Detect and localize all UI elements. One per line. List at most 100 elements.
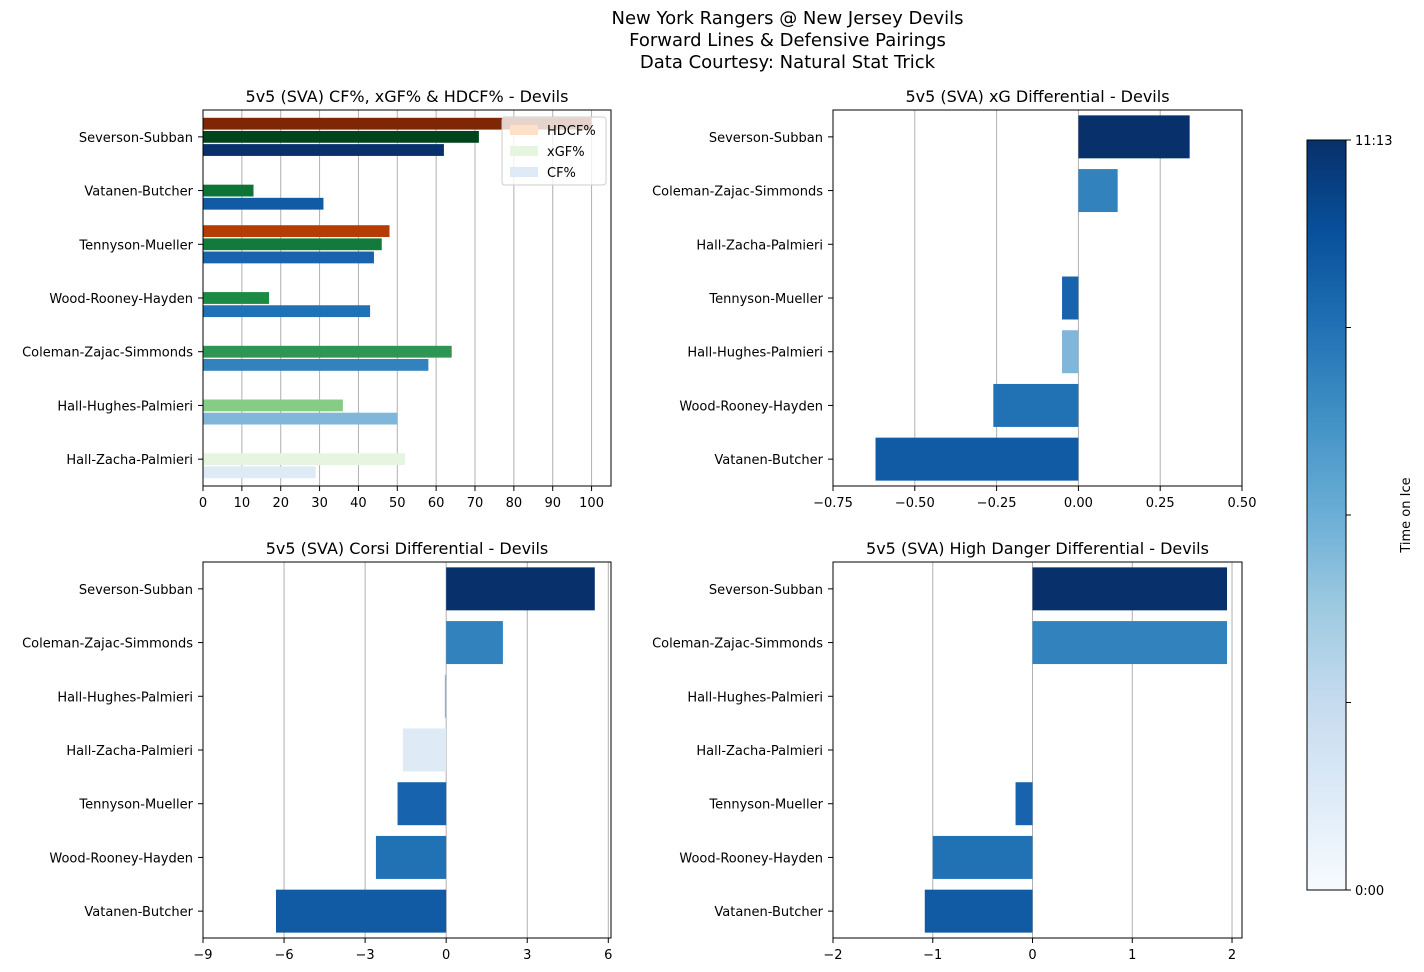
bar-xGF% <box>203 292 270 304</box>
bar-xGF% <box>203 345 452 358</box>
bar-xGF% <box>203 453 406 466</box>
bar-corsi <box>375 835 447 879</box>
legend-label: HDCF% <box>547 124 596 139</box>
bar-corsi <box>397 782 447 826</box>
y-tick-label: Wood-Rooney-Hayden <box>49 851 193 866</box>
legend: HDCF% xGF% CF% <box>501 116 607 186</box>
x-tick-label: 40 <box>350 496 367 511</box>
y-tick-label: Tennyson-Mueller <box>78 798 193 813</box>
y-tick-label: Vatanen-Butcher <box>714 905 823 920</box>
x-tick-label: 90 <box>544 496 561 511</box>
legend-label: CF% <box>547 166 576 181</box>
y-tick-label: Severson-Subban <box>709 131 823 146</box>
bar-CF% <box>203 358 429 371</box>
chart-panel-pct: 5v5 (SVA) CF%, xGF% & HDCF% - Devils 0 10 2… <box>22 87 612 511</box>
bar-hd <box>1015 782 1033 826</box>
figure-title-line-1: New York Rangers @ New Jersey Devils <box>611 8 964 29</box>
y-tick-label: Severson-Subban <box>79 583 193 598</box>
colorbar-bar <box>1306 139 1347 891</box>
x-tick-label: 1 <box>1128 948 1136 963</box>
bar-xGF% <box>203 184 254 197</box>
bar-HDCF% <box>203 117 592 130</box>
chart-panel-xg: 5v5 (SVA) xG Differential - Devils −0.75 −… <box>652 87 1256 511</box>
bar-xg <box>1062 276 1079 320</box>
x-tick-label: 0.25 <box>1146 496 1175 511</box>
x-tick-label: −2 <box>823 948 842 963</box>
y-tick-label: Vatanen-Butcher <box>714 453 823 468</box>
x-tick-label: 2 <box>1228 948 1236 963</box>
bar-xg <box>875 437 1079 481</box>
bar-corsi <box>402 728 447 772</box>
bar-CF% <box>203 144 444 156</box>
colorbar: 11:13 0:00 Time on Ice <box>1306 134 1414 899</box>
x-tick-label: 3 <box>523 948 531 963</box>
x-tick-label: 6 <box>604 948 612 963</box>
x-tick-label: 0 <box>442 948 450 963</box>
y-tick-label: Hall-Zacha-Palmieri <box>696 744 823 759</box>
y-tick-label: Coleman-Zajac-Simmonds <box>652 637 823 652</box>
x-tick-label: 0 <box>199 496 207 511</box>
y-tick-label: Hall-Zacha-Palmieri <box>66 744 193 759</box>
bar-hd <box>932 835 1033 879</box>
colorbar-label: Time on Ice <box>1399 477 1414 553</box>
legend-label: xGF% <box>547 145 585 160</box>
y-tick-label: Severson-Subban <box>709 583 823 598</box>
y-tick-label: Tennyson-Mueller <box>78 238 193 253</box>
y-tick-label: Coleman-Zajac-Simmonds <box>652 185 823 200</box>
bar-corsi <box>446 621 503 665</box>
x-tick-label: 0.00 <box>1064 496 1093 511</box>
figure-title-line-2: Forward Lines & Defensive Pairings <box>629 30 946 51</box>
chart-title: 5v5 (SVA) xG Differential - Devils <box>905 87 1169 106</box>
bar-xg <box>1078 115 1190 159</box>
figure-title: New York Rangers @ New Jersey Devils For… <box>0 8 1424 74</box>
y-tick-label: Hall-Hughes-Palmieri <box>57 690 193 705</box>
x-tick-label: 30 <box>311 496 328 511</box>
bar-hd <box>924 889 1033 933</box>
bar-CF% <box>203 305 371 318</box>
bar-xg <box>993 383 1079 427</box>
bar-xg <box>1062 330 1079 374</box>
x-tick-label: 0 <box>1028 948 1036 963</box>
bar-corsi <box>275 889 447 933</box>
axes-frame <box>832 561 1243 939</box>
y-tick-label: Tennyson-Mueller <box>708 798 823 813</box>
bar-CF% <box>203 412 398 425</box>
legend-swatch <box>510 125 538 135</box>
x-tick-label: −3 <box>356 948 375 963</box>
figure-title-line-3: Data Courtesy: Natural Stat Trick <box>639 52 936 73</box>
bar-xGF% <box>203 238 382 251</box>
bar-hd <box>1032 567 1228 611</box>
y-tick-label: Wood-Rooney-Hayden <box>679 851 823 866</box>
y-tick-label: Hall-Zacha-Palmieri <box>696 238 823 253</box>
bar-CF% <box>203 251 374 264</box>
x-tick-label: 70 <box>467 496 484 511</box>
x-tick-label: 20 <box>272 496 289 511</box>
bar-corsi <box>446 567 595 611</box>
x-tick-label: 0.50 <box>1228 496 1257 511</box>
y-tick-label: Coleman-Zajac-Simmonds <box>22 346 193 361</box>
y-tick-label: Coleman-Zajac-Simmonds <box>22 637 193 652</box>
y-tick-label: Severson-Subban <box>79 131 193 146</box>
y-tick-label: Vatanen-Butcher <box>84 905 193 920</box>
y-tick-label: Tennyson-Mueller <box>708 292 823 307</box>
bar-xGF% <box>203 399 343 412</box>
bar-CF% <box>203 466 316 479</box>
legend-swatch <box>510 167 538 177</box>
chart-panel-hd: 5v5 (SVA) High Danger Differential - Dev… <box>652 539 1243 963</box>
legend-swatch <box>510 146 538 156</box>
y-tick-label: Hall-Hughes-Palmieri <box>57 399 193 414</box>
chart-title: 5v5 (SVA) Corsi Differential - Devils <box>266 539 549 558</box>
y-tick-label: Hall-Zacha-Palmieri <box>66 453 193 468</box>
y-tick-label: Vatanen-Butcher <box>84 185 193 200</box>
x-tick-label: −0.25 <box>977 496 1017 511</box>
y-tick-label: Wood-Rooney-Hayden <box>679 399 823 414</box>
colorbar-tick-label-top: 11:13 <box>1355 134 1392 149</box>
y-tick-label: Hall-Hughes-Palmieri <box>687 690 823 705</box>
axes-frame <box>832 109 1243 487</box>
x-tick-label: 10 <box>234 496 251 511</box>
x-tick-label: −9 <box>193 948 212 963</box>
chart-title: 5v5 (SVA) High Danger Differential - Dev… <box>866 539 1209 558</box>
x-tick-label: −0.75 <box>813 496 853 511</box>
y-tick-label: Wood-Rooney-Hayden <box>49 292 193 307</box>
